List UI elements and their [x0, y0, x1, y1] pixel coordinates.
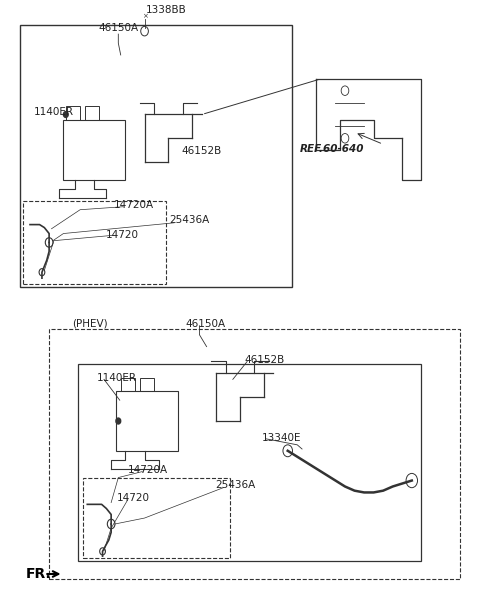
Text: REF.60-640: REF.60-640	[300, 144, 364, 154]
Bar	[120, 378, 135, 391]
Bar	[21, 25, 292, 287]
Text: FR.: FR.	[25, 567, 51, 581]
Text: (PHEV): (PHEV)	[72, 319, 108, 329]
Circle shape	[63, 111, 68, 117]
Text: 14720A: 14720A	[114, 200, 154, 210]
Circle shape	[116, 418, 120, 424]
Text: 46152B: 46152B	[245, 355, 285, 365]
Bar	[66, 106, 80, 120]
Bar	[85, 106, 99, 120]
Text: 1140ER: 1140ER	[97, 373, 137, 383]
Bar	[23, 201, 166, 284]
Text: 46150A: 46150A	[185, 319, 225, 329]
Text: 25436A: 25436A	[215, 480, 255, 490]
Text: 1338BB: 1338BB	[145, 5, 186, 15]
Bar	[78, 364, 421, 561]
Text: 46152B: 46152B	[182, 147, 222, 157]
Bar	[49, 329, 459, 579]
Text: 46150A: 46150A	[98, 23, 138, 33]
Bar	[83, 478, 230, 558]
Bar	[140, 378, 154, 391]
Text: ×: ×	[142, 13, 147, 19]
Text: 14720A: 14720A	[128, 465, 168, 475]
Text: 1140ER: 1140ER	[34, 106, 74, 117]
Bar	[116, 391, 178, 451]
Text: 14720: 14720	[106, 230, 138, 240]
Text: 25436A: 25436A	[169, 215, 210, 225]
Text: 13340E: 13340E	[262, 433, 301, 443]
Text: 14720: 14720	[117, 493, 150, 504]
Bar	[63, 120, 125, 180]
